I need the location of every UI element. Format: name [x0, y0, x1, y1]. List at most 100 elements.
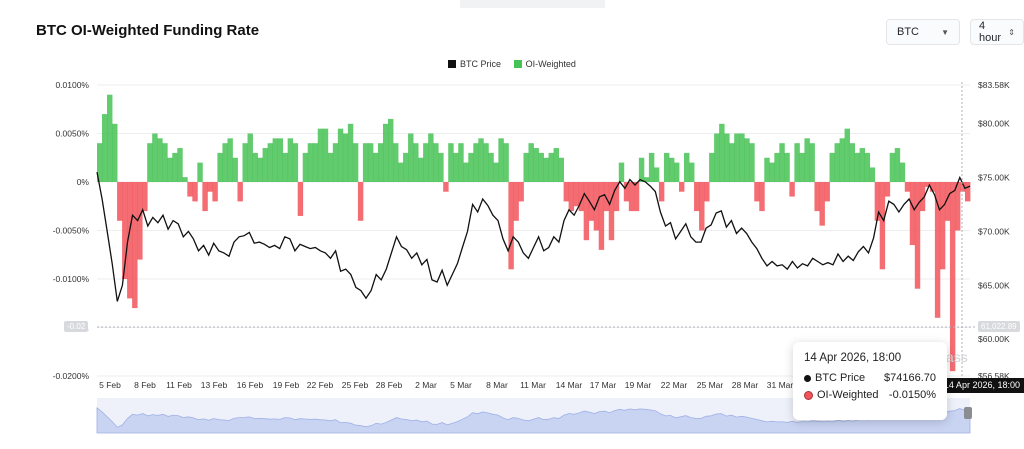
- funding-bar: [147, 143, 153, 182]
- sort-arrows-icon: ⇕: [1008, 27, 1015, 37]
- funding-bar: [638, 157, 645, 182]
- funding-bar: [473, 143, 479, 182]
- funding-bar: [352, 143, 359, 182]
- funding-bar: [257, 157, 263, 182]
- funding-bar: [443, 182, 449, 192]
- funding-bar: [929, 182, 936, 192]
- funding-bar: [899, 162, 906, 182]
- funding-bar: [192, 182, 198, 202]
- funding-bar: [583, 182, 590, 241]
- funding-bar: [448, 143, 454, 182]
- funding-bar: [292, 143, 299, 182]
- funding-bar: [699, 182, 705, 231]
- funding-bar: [704, 182, 710, 202]
- funding-bar: [924, 182, 931, 187]
- y-right-tick-label: $80.00K: [978, 119, 1010, 129]
- funding-bar: [679, 182, 685, 192]
- funding-bar: [252, 152, 258, 182]
- funding-bar: [729, 143, 735, 182]
- funding-bar: [774, 152, 780, 182]
- funding-bar: [779, 143, 785, 182]
- legend-item-oi[interactable]: OI-Weighted: [513, 59, 576, 69]
- funding-bar: [623, 182, 630, 202]
- funding-bar: [749, 143, 755, 182]
- funding-bar: [157, 138, 163, 182]
- funding-bar: [418, 157, 424, 182]
- price-dot-icon: [804, 374, 811, 382]
- funding-bar: [212, 182, 218, 202]
- funding-bar: [874, 182, 881, 221]
- chart-title: BTC OI-Weighted Funding Rate: [36, 22, 260, 39]
- funding-bar: [543, 157, 549, 182]
- y-left-tick-label: -0.0050%: [53, 226, 90, 236]
- navigator-area: [96, 406, 971, 434]
- funding-bar: [197, 162, 203, 182]
- funding-bar: [362, 143, 369, 182]
- funding-bar: [242, 143, 248, 182]
- funding-bar: [503, 143, 509, 182]
- funding-bar: [97, 143, 103, 182]
- funding-bar: [377, 143, 384, 182]
- funding-bar: [112, 123, 118, 182]
- chart-tooltip: 14 Apr 2026, 18:00 BTC Price $74166.70 O…: [793, 342, 947, 420]
- funding-bar: [709, 152, 715, 182]
- funding-bar: [663, 152, 670, 182]
- crosshair-right-label: 61,022.89: [978, 321, 1020, 332]
- legend-item-price[interactable]: BTC Price: [448, 59, 501, 69]
- funding-bar: [563, 182, 570, 202]
- funding-bar: [879, 182, 886, 270]
- funding-bar: [959, 182, 966, 192]
- y-left-tick-label: -0.0100%: [53, 274, 90, 284]
- funding-bar: [884, 182, 891, 197]
- funding-bar: [834, 143, 840, 182]
- y-right-tick-label: $60.00K: [978, 334, 1010, 344]
- tooltip-price-label: BTC Price: [815, 372, 866, 384]
- y-left-tick-label: -0.0200%: [53, 371, 90, 381]
- asset-select[interactable]: BTC ▼: [886, 19, 960, 45]
- funding-bar: [739, 133, 745, 182]
- funding-bar: [302, 152, 309, 182]
- funding-bar: [127, 182, 133, 299]
- funding-bar: [533, 148, 539, 182]
- funding-bar: [237, 182, 243, 202]
- funding-bar: [297, 182, 304, 216]
- crosshair-x-label: 14 Apr 2026, 18:00: [940, 378, 1024, 393]
- funding-bar: [167, 157, 173, 182]
- funding-bar: [347, 123, 354, 182]
- chart-legend: BTC Price OI-Weighted: [0, 59, 1024, 70]
- oi-dot-icon: [804, 390, 813, 400]
- funding-bar: [668, 157, 675, 182]
- funding-bar: [483, 143, 489, 182]
- x-tick-label: 13 Feb: [201, 380, 228, 390]
- funding-bar: [769, 162, 775, 182]
- funding-bar: [468, 152, 474, 182]
- funding-bar: [282, 152, 289, 182]
- funding-bar: [633, 182, 640, 212]
- interval-select[interactable]: 4 hour ⇕: [970, 19, 1024, 45]
- funding-bar: [719, 123, 725, 182]
- x-tick-label: 11 Feb: [166, 380, 192, 390]
- top-tab-strip: [460, 0, 605, 8]
- navigator-handle[interactable]: [964, 407, 972, 419]
- funding-bar: [262, 148, 268, 182]
- funding-bar: [754, 182, 760, 202]
- funding-bar: [759, 182, 765, 212]
- funding-bar: [317, 128, 324, 182]
- funding-bar: [488, 152, 494, 182]
- funding-bar: [132, 182, 138, 309]
- y-left-tick-label: 0.0050%: [55, 129, 89, 139]
- x-tick-label: 28 Mar: [732, 380, 759, 390]
- funding-bar: [423, 143, 429, 182]
- funding-bar: [227, 138, 233, 182]
- funding-bar: [518, 182, 524, 202]
- tooltip-row-price: BTC Price $74166.70: [804, 372, 936, 384]
- funding-bar: [578, 182, 585, 212]
- funding-bar: [217, 152, 223, 182]
- funding-bar: [809, 143, 815, 182]
- funding-bar: [889, 152, 896, 182]
- funding-bar: [433, 143, 439, 182]
- funding-bar: [222, 143, 228, 182]
- tooltip-oi-label: OI-Weighted: [817, 389, 879, 401]
- funding-bar: [102, 114, 108, 182]
- funding-bar: [964, 182, 971, 202]
